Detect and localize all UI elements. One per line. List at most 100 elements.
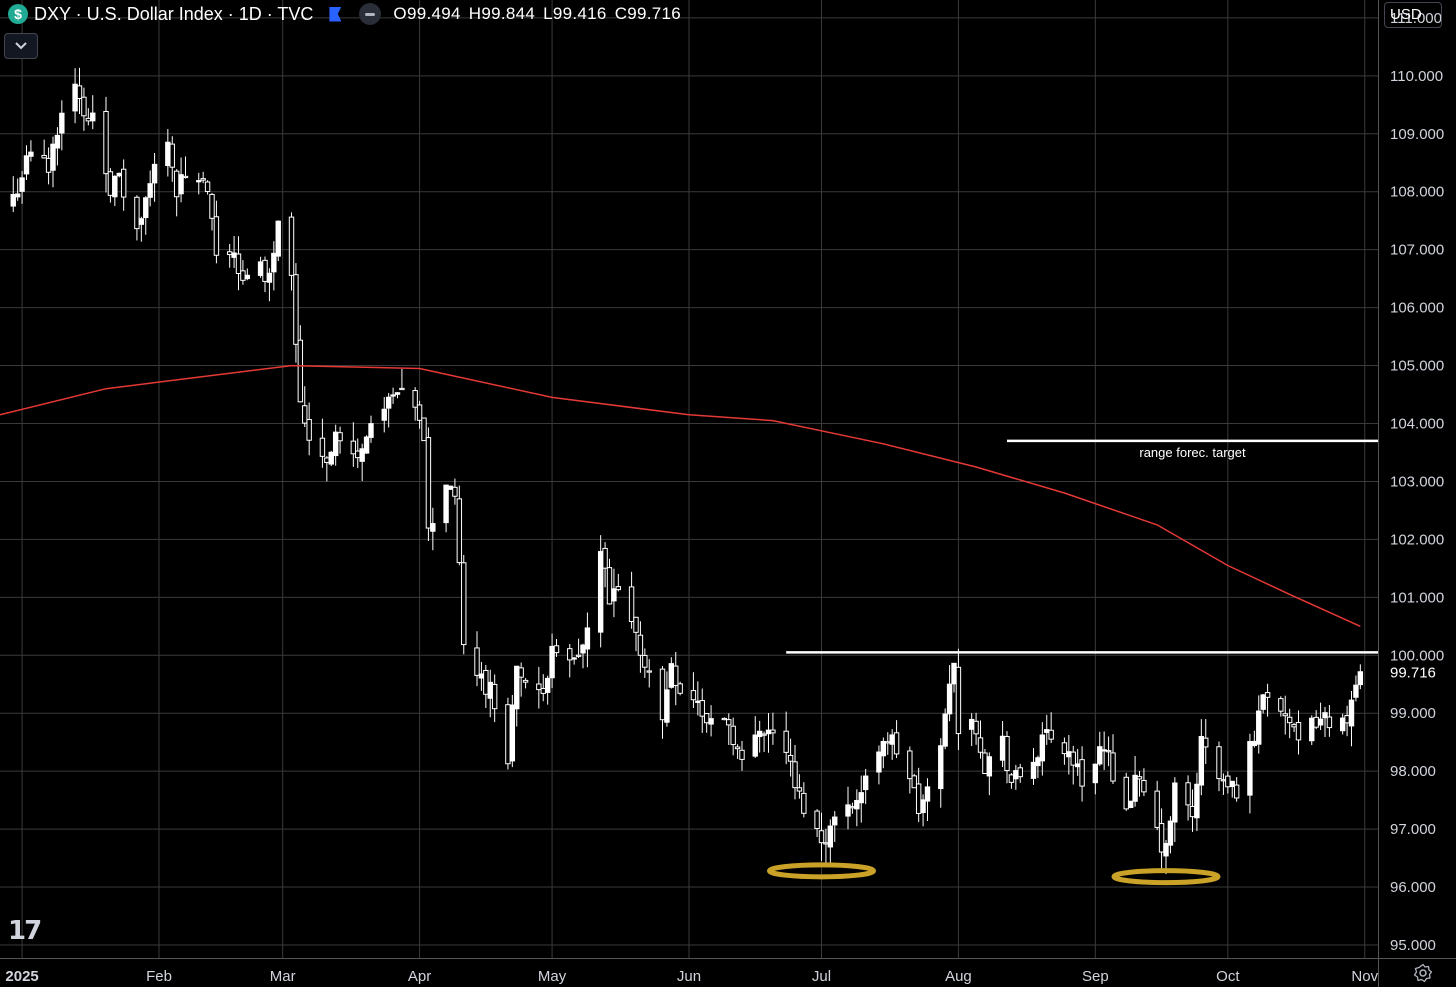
candle xyxy=(1154,780,1160,831)
symbol-title[interactable]: DXY · U.S. Dollar Index · 1D · TVC xyxy=(34,3,314,24)
candle-body xyxy=(765,729,772,735)
price-tick-label: 111.000 xyxy=(1390,10,1442,27)
last-price-label: 99.716 xyxy=(1390,665,1436,682)
candle xyxy=(761,731,767,753)
collapse-legend-button[interactable] xyxy=(4,33,38,59)
time-tick-label: Apr xyxy=(408,968,431,985)
candle-body xyxy=(169,143,175,168)
candle xyxy=(977,720,984,759)
candle xyxy=(783,711,789,765)
candle-body xyxy=(615,586,622,591)
eye-icon[interactable] xyxy=(359,3,382,25)
candle xyxy=(244,268,251,281)
candle-body xyxy=(695,700,701,703)
candle xyxy=(814,809,820,838)
candle xyxy=(50,136,56,188)
candle xyxy=(231,236,237,269)
candle xyxy=(915,767,922,823)
candle-body xyxy=(430,523,436,532)
chart-legend: $ DXY · U.S. Dollar Index · 1D · TVC O99… xyxy=(8,2,681,26)
candle xyxy=(45,147,52,185)
candle-body xyxy=(522,679,529,683)
candle xyxy=(1097,731,1103,766)
candle xyxy=(942,708,948,750)
candle xyxy=(1282,695,1288,735)
candle xyxy=(951,662,957,693)
candle xyxy=(1322,707,1328,737)
candle-body xyxy=(1282,713,1288,717)
candle xyxy=(893,720,900,759)
candle-body xyxy=(359,448,365,462)
candle xyxy=(787,738,794,777)
flag-icon[interactable] xyxy=(329,6,342,22)
candle-body xyxy=(151,163,158,184)
candle-body xyxy=(1198,735,1205,786)
candle-body xyxy=(646,670,652,673)
candle xyxy=(1353,675,1359,702)
candle xyxy=(204,180,211,195)
candle-body xyxy=(801,792,807,814)
candle xyxy=(924,778,931,822)
candle-body xyxy=(1260,694,1266,710)
candle-body xyxy=(288,216,295,276)
candle xyxy=(880,737,887,769)
candle xyxy=(425,427,432,542)
candle xyxy=(1344,705,1350,737)
candle xyxy=(461,554,467,655)
candle-body xyxy=(567,648,573,661)
candle-body xyxy=(28,151,34,157)
candle xyxy=(509,694,516,768)
candle xyxy=(209,192,215,231)
candle xyxy=(673,651,679,706)
candle-body xyxy=(553,645,560,654)
candle xyxy=(575,638,582,658)
candle xyxy=(478,661,485,691)
candle xyxy=(76,67,83,115)
candle xyxy=(703,713,710,733)
candle-body xyxy=(549,645,555,679)
candle xyxy=(487,669,493,718)
candle xyxy=(1017,763,1023,783)
candle-body xyxy=(787,754,794,762)
time-tick-label: Jul xyxy=(812,968,831,985)
candle xyxy=(792,744,798,800)
candle-body xyxy=(1097,746,1103,765)
price-tick-label: 102.000 xyxy=(1390,531,1444,548)
candle xyxy=(668,657,675,689)
candle xyxy=(854,789,860,827)
candle xyxy=(143,196,149,235)
candle xyxy=(1264,683,1271,717)
candle-body xyxy=(59,112,65,134)
candle-body xyxy=(1172,782,1178,823)
candle-body xyxy=(849,806,856,809)
candle xyxy=(615,573,622,592)
candle xyxy=(412,387,418,421)
candle-body xyxy=(973,720,979,735)
candle-body xyxy=(1092,763,1099,784)
high-value: H99.844 xyxy=(468,4,536,23)
candle-body xyxy=(540,687,546,694)
candle-body xyxy=(23,155,30,175)
candle-body xyxy=(1039,734,1046,762)
candle-body xyxy=(823,842,829,845)
candle xyxy=(549,633,555,689)
candle xyxy=(1105,736,1112,767)
candle-body xyxy=(907,750,913,780)
candle-body xyxy=(240,270,246,281)
candle xyxy=(889,729,895,760)
candle xyxy=(1251,730,1258,748)
candle-body xyxy=(911,775,917,789)
candle-body xyxy=(19,177,25,192)
candle-body xyxy=(606,567,613,605)
settings-icon[interactable] xyxy=(1412,962,1434,984)
candle-body xyxy=(938,745,944,790)
candle-body xyxy=(1061,742,1068,755)
candle xyxy=(986,752,993,796)
candle-body xyxy=(165,141,171,167)
candle xyxy=(112,175,118,207)
currency-button[interactable]: USD xyxy=(1384,2,1442,28)
candle-body xyxy=(1295,722,1302,741)
candle xyxy=(885,732,891,755)
double-bottom-highlight xyxy=(767,862,876,880)
